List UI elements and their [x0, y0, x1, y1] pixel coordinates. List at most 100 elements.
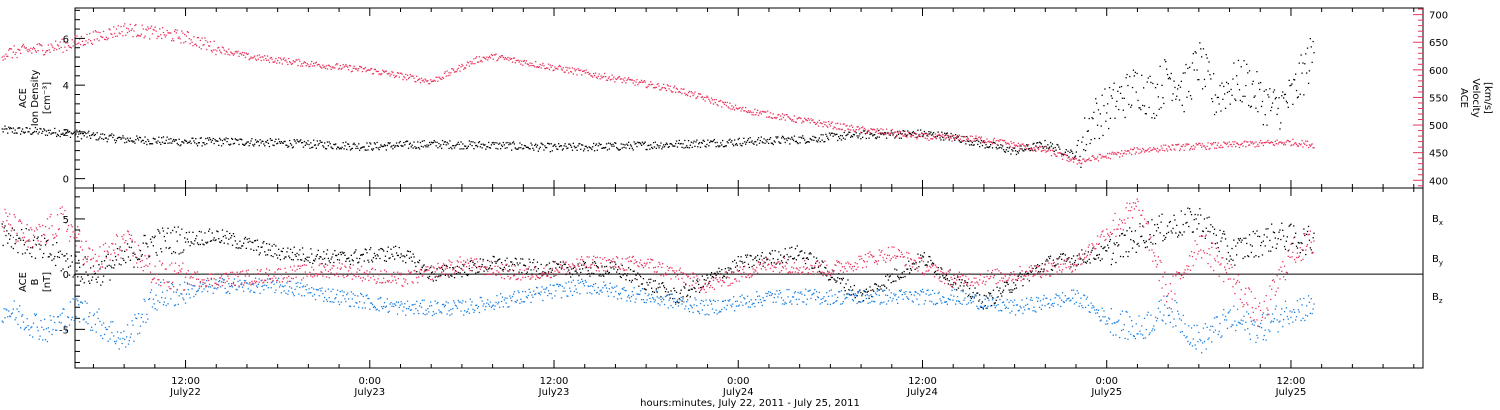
data-point [28, 229, 30, 231]
data-point [951, 135, 953, 137]
data-point [353, 142, 355, 144]
data-point [1175, 144, 1177, 146]
data-point [1064, 153, 1066, 155]
data-point [249, 142, 251, 145]
data-point [378, 310, 380, 312]
data-point [953, 137, 955, 139]
data-point [554, 143, 556, 146]
data-point [1283, 144, 1285, 146]
data-point [425, 309, 427, 311]
data-point [1095, 258, 1097, 260]
data-point [234, 240, 236, 242]
data-point [91, 134, 93, 136]
data-point [501, 145, 504, 148]
data-point [752, 259, 754, 261]
data-point [1178, 231, 1181, 233]
data-point [1016, 279, 1019, 281]
data-point [837, 277, 839, 279]
data-point [116, 248, 119, 250]
data-point [1134, 230, 1136, 232]
data-point [117, 136, 119, 139]
data-point [591, 75, 593, 77]
data-point [102, 133, 104, 135]
data-point [741, 108, 743, 110]
data-point [356, 257, 358, 259]
data-point [21, 46, 23, 48]
data-point [1039, 271, 1042, 273]
data-point [1150, 81, 1152, 84]
data-point [542, 299, 544, 302]
data-point [70, 47, 72, 49]
data-point [858, 301, 860, 303]
data-point [236, 289, 238, 291]
data-point [45, 130, 48, 132]
data-point [1163, 102, 1165, 105]
data-point [199, 243, 201, 246]
data-point [861, 127, 863, 129]
data-point [439, 267, 441, 269]
data-point [693, 140, 695, 142]
data-point [1300, 54, 1302, 56]
data-point [913, 263, 915, 265]
data-point [436, 76, 438, 79]
data-point [1068, 156, 1070, 158]
data-point [433, 140, 435, 142]
data-point [547, 275, 549, 277]
data-point [149, 27, 152, 29]
data-point [1281, 222, 1283, 224]
data-point [1183, 111, 1185, 113]
data-point [953, 282, 955, 284]
data-point [957, 139, 960, 141]
data-point [907, 130, 909, 132]
data-point [1047, 144, 1049, 146]
data-point [51, 45, 53, 47]
data-point [1023, 144, 1025, 147]
data-point [558, 266, 561, 268]
data-point [675, 91, 677, 93]
data-point [418, 148, 421, 150]
data-point [180, 293, 182, 295]
data-point [196, 290, 198, 293]
data-point [956, 136, 959, 138]
data-point [209, 41, 212, 43]
data-point [79, 130, 81, 132]
data-point [68, 274, 71, 276]
data-point [783, 138, 785, 140]
data-point [729, 138, 731, 140]
data-point [1061, 158, 1064, 160]
data-point [207, 41, 209, 43]
data-point [917, 129, 919, 131]
data-point [804, 117, 806, 119]
data-point [319, 256, 321, 258]
data-point [317, 289, 319, 291]
data-point [484, 57, 486, 60]
data-point [1119, 255, 1122, 258]
data-point [1225, 143, 1228, 145]
data-point [1059, 152, 1061, 154]
data-point [342, 142, 344, 144]
data-point [524, 265, 527, 267]
data-point [821, 260, 823, 262]
data-point [1307, 146, 1310, 149]
data-point [991, 304, 993, 307]
data-point [865, 137, 867, 140]
data-point [301, 247, 304, 249]
data-point [804, 119, 807, 121]
data-point [512, 57, 515, 59]
data-point [1257, 235, 1259, 237]
data-point [378, 73, 380, 75]
data-point [1235, 145, 1237, 148]
data-point [448, 72, 450, 74]
data-point [810, 253, 812, 255]
data-point [548, 292, 551, 295]
data-point [794, 121, 797, 123]
data-point [348, 143, 350, 145]
data-point [1188, 225, 1190, 228]
data-point [622, 274, 624, 276]
data-point [445, 75, 447, 77]
data-point [540, 67, 542, 69]
data-point [846, 124, 848, 127]
data-point [288, 145, 290, 147]
data-point [205, 284, 207, 287]
data-point [37, 133, 39, 135]
